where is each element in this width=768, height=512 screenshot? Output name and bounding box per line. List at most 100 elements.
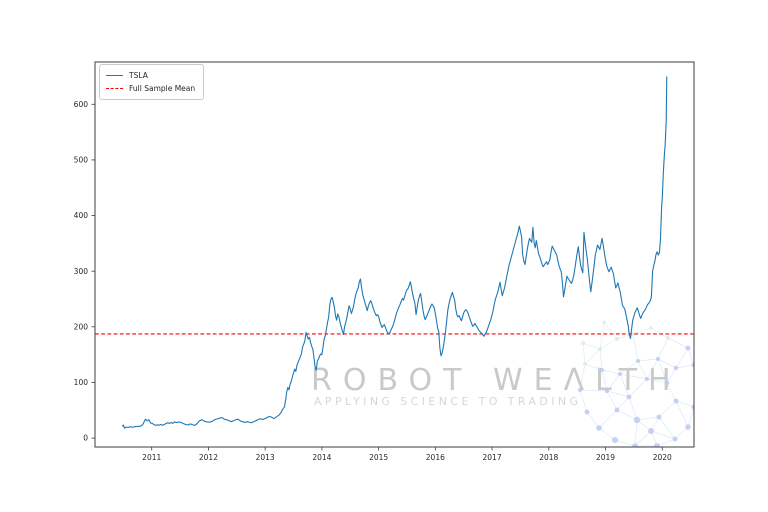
x-tick-label: 2017 bbox=[483, 453, 502, 462]
mesh-edge bbox=[603, 321, 618, 340]
mesh-edge bbox=[619, 373, 630, 398]
mesh-edge bbox=[636, 416, 660, 421]
mesh-node bbox=[636, 359, 640, 363]
mesh-node bbox=[598, 347, 602, 351]
tsla-line-sample-icon bbox=[106, 75, 123, 76]
mesh-node bbox=[649, 326, 653, 330]
mesh-node bbox=[596, 425, 602, 431]
mesh-edge bbox=[674, 426, 689, 440]
mesh-edge bbox=[586, 411, 600, 429]
mesh-edge bbox=[667, 337, 689, 349]
mesh-edge bbox=[606, 390, 618, 411]
mesh-edge bbox=[632, 333, 639, 362]
legend-label-full-sample-mean: Full Sample Mean bbox=[129, 83, 196, 93]
mesh-node bbox=[632, 443, 638, 447]
mesh-edge bbox=[582, 342, 601, 350]
mesh-node bbox=[581, 341, 585, 345]
mesh-edge bbox=[601, 369, 608, 392]
mesh-node bbox=[673, 398, 679, 404]
mesh-node bbox=[631, 332, 635, 336]
mesh-edge bbox=[628, 378, 648, 398]
mesh-edge bbox=[650, 327, 669, 339]
mesh-edge bbox=[628, 396, 638, 421]
mesh-edge bbox=[599, 348, 603, 371]
mesh-node bbox=[614, 407, 620, 413]
mesh-node bbox=[666, 336, 670, 340]
mesh-edge bbox=[614, 439, 636, 447]
mesh-node bbox=[673, 365, 679, 371]
tsla-price-line bbox=[121, 76, 668, 429]
mesh-edge bbox=[616, 396, 630, 411]
mesh-node bbox=[583, 362, 587, 366]
x-tick-label: 2015 bbox=[369, 453, 388, 462]
mesh-node bbox=[654, 443, 660, 447]
x-tick-label: 2013 bbox=[256, 453, 275, 462]
axes: 0 100 200 300 400 500 600 2011 2012 2013 2014 2015 2… bbox=[74, 61, 695, 462]
mesh-edge bbox=[634, 419, 638, 447]
mesh-edge bbox=[579, 389, 608, 392]
network-mesh-decoration bbox=[577, 320, 694, 447]
x-tick-label: 2019 bbox=[596, 453, 615, 462]
mesh-edge bbox=[650, 430, 676, 440]
plot-border bbox=[94, 61, 695, 448]
mesh-edge bbox=[666, 382, 677, 402]
y-tick-label: 200 bbox=[74, 322, 89, 331]
mesh-edge bbox=[579, 389, 588, 413]
y-tick-label: 0 bbox=[83, 434, 88, 443]
mesh-edge bbox=[598, 427, 616, 441]
mesh-node bbox=[577, 387, 583, 393]
mesh-edge bbox=[657, 358, 677, 369]
y-tick-label: 100 bbox=[74, 378, 89, 387]
mesh-node bbox=[648, 428, 654, 434]
mesh-node bbox=[626, 394, 632, 400]
mesh-edge bbox=[616, 333, 634, 340]
mesh-edge bbox=[658, 416, 676, 440]
mesh-edge bbox=[675, 400, 694, 408]
x-tick-label: 2018 bbox=[539, 453, 558, 462]
mesh-edge bbox=[637, 360, 648, 380]
mesh-node bbox=[612, 437, 618, 443]
x-tick-label: 2016 bbox=[426, 453, 445, 462]
mesh-edge bbox=[646, 378, 668, 384]
mesh-edge bbox=[657, 358, 668, 384]
mesh-edge bbox=[675, 400, 689, 428]
mesh-edge bbox=[675, 364, 694, 369]
y-tick-label: 400 bbox=[74, 211, 89, 220]
mesh-edge bbox=[687, 406, 694, 428]
mesh-node bbox=[691, 362, 694, 368]
mesh-node bbox=[600, 368, 604, 372]
mesh-node bbox=[584, 409, 590, 415]
mesh-node bbox=[656, 357, 660, 361]
mesh-edge bbox=[599, 338, 618, 350]
mesh-edge bbox=[666, 367, 677, 384]
mesh-edge bbox=[599, 321, 605, 350]
mesh-edge bbox=[646, 358, 659, 380]
mesh-edge bbox=[606, 390, 630, 398]
mesh-node bbox=[656, 414, 662, 420]
mesh-node bbox=[685, 345, 691, 351]
mesh-edge bbox=[634, 430, 652, 447]
mesh-node bbox=[633, 416, 641, 424]
y-tick-label: 500 bbox=[74, 156, 89, 165]
mesh-edge bbox=[598, 409, 618, 429]
mesh-edge bbox=[658, 400, 677, 418]
legend-item-full-sample-mean: Full Sample Mean bbox=[106, 82, 195, 95]
mesh-node bbox=[645, 377, 649, 381]
mesh-node bbox=[615, 337, 619, 341]
mesh-edge bbox=[584, 348, 601, 365]
mesh-edge bbox=[579, 363, 586, 391]
y-tick-label: 600 bbox=[74, 100, 89, 109]
mesh-edge bbox=[687, 347, 694, 366]
mesh-edge bbox=[606, 373, 621, 392]
mean-line-sample-icon bbox=[106, 88, 123, 89]
mesh-edge bbox=[637, 358, 659, 362]
x-tick-label: 2012 bbox=[199, 453, 218, 462]
x-tick-label: 2020 bbox=[653, 453, 672, 462]
mesh-edge bbox=[619, 373, 648, 380]
y-tick-label: 300 bbox=[74, 267, 89, 276]
mesh-node bbox=[618, 372, 622, 376]
mesh-node bbox=[672, 436, 678, 442]
legend-label-tsla: TSLA bbox=[129, 70, 148, 80]
